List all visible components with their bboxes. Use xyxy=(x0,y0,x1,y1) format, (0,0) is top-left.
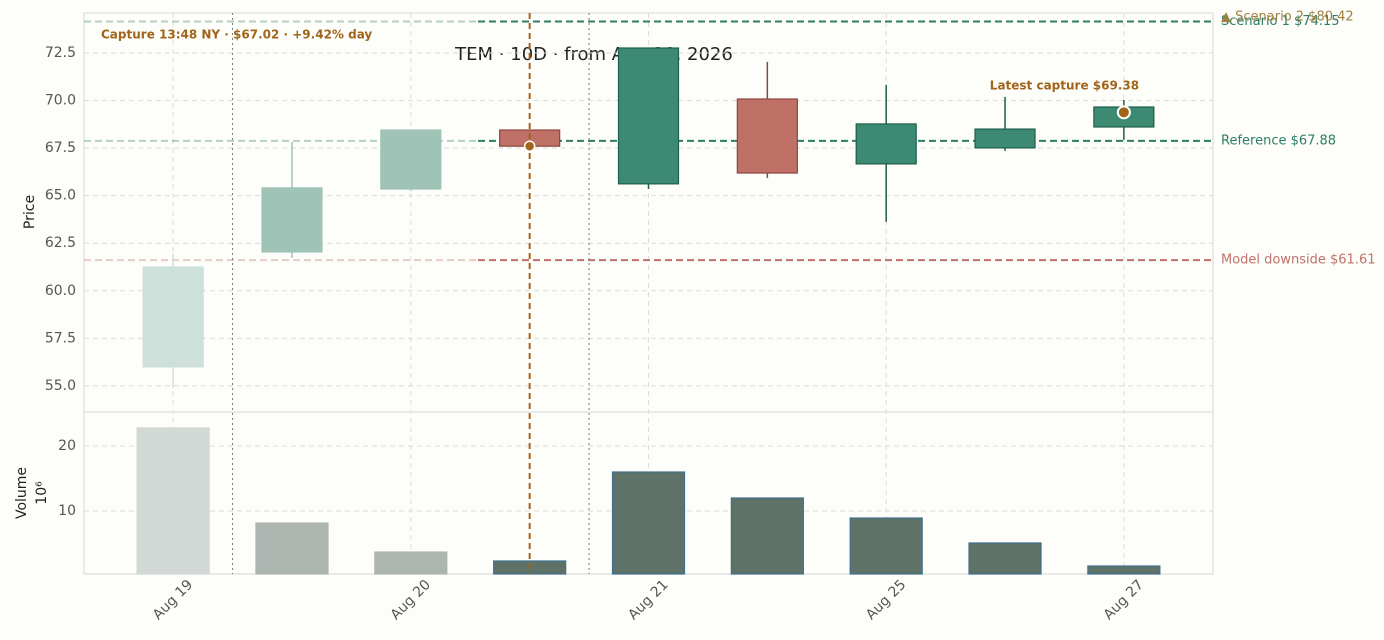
candle-body xyxy=(974,128,1036,149)
latest-label: Latest capture $69.38 xyxy=(990,79,1139,93)
volume-tick-label: 20 xyxy=(58,438,76,454)
volume-bar xyxy=(374,551,448,575)
y-tick-label: 65.0 xyxy=(45,188,76,204)
volume-bar xyxy=(136,427,210,575)
volume-bar xyxy=(968,542,1042,575)
y-tick-label: 72.5 xyxy=(45,45,76,61)
capture-label: Capture 13:48 NY · $67.02 · +9.42% day xyxy=(101,28,372,42)
candle-body xyxy=(617,47,680,185)
volume-bar xyxy=(1087,565,1161,575)
level-label: Reference $67.88 xyxy=(1221,133,1336,148)
y-tick-label: 62.5 xyxy=(45,235,76,251)
volume-tick-label: 10 xyxy=(58,503,76,519)
latest-marker xyxy=(1116,105,1131,120)
y-tick-label: 55.0 xyxy=(45,378,76,394)
volume-bar xyxy=(849,517,923,575)
y-tick-label: 60.0 xyxy=(45,283,76,299)
level-label: ▲ Scenario 2 $80.42 xyxy=(1221,10,1354,25)
volume-scale-label: 10⁶ xyxy=(34,481,50,505)
candle-body xyxy=(380,129,442,190)
candle-body xyxy=(261,187,323,253)
level-label: Scenario 1 $74.15 xyxy=(1221,14,1340,29)
y-axis-label: Price xyxy=(22,195,38,229)
y-tick-label: 67.5 xyxy=(45,140,76,156)
candle-body xyxy=(855,123,917,165)
level-label: Model downside $61.61 xyxy=(1221,253,1376,268)
capture-marker xyxy=(523,140,536,152)
candle-body xyxy=(142,266,204,368)
candle-body xyxy=(736,98,798,174)
volume-bar xyxy=(611,471,686,575)
y-tick-label: 70.0 xyxy=(45,93,76,109)
volume-bar xyxy=(255,522,329,575)
chart-title: TEM · 10D · from Aug 20, 2026 xyxy=(454,44,733,65)
y-tick-label: 57.5 xyxy=(45,330,76,346)
volume-bar xyxy=(730,497,804,575)
volume-axis-label: Volume xyxy=(14,467,30,519)
